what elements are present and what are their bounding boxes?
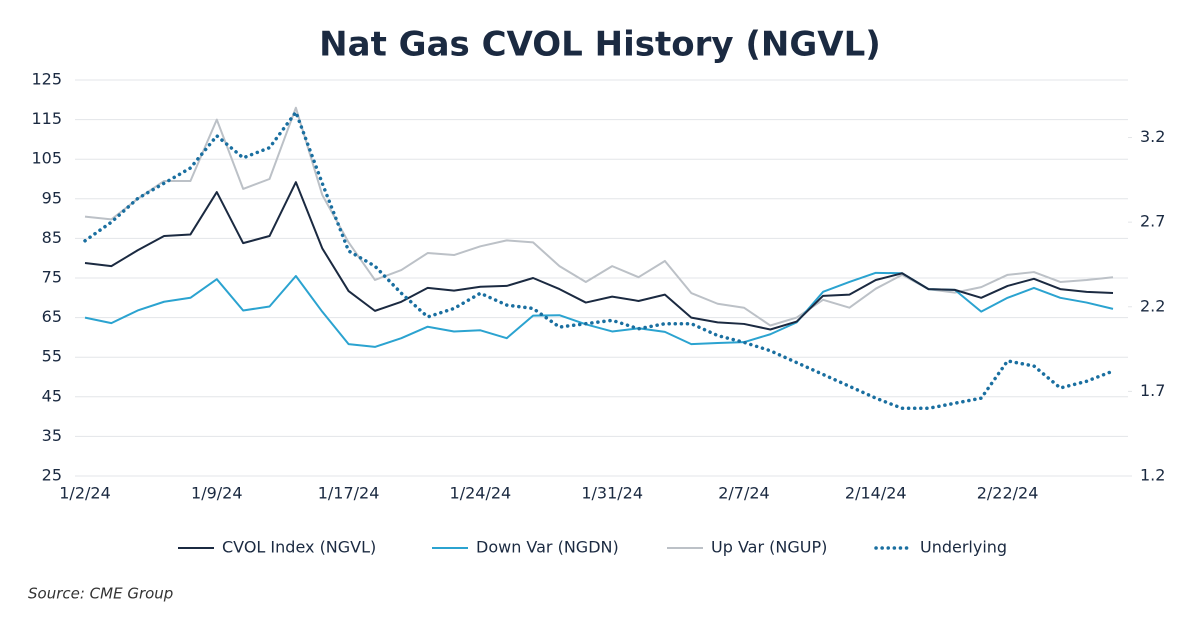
y-tick-label: 35 xyxy=(42,426,62,445)
legend-label: Underlying xyxy=(920,538,1007,557)
y-tick-label: 55 xyxy=(42,347,62,366)
x-tick-label: 1/17/24 xyxy=(318,484,380,503)
y-tick-label: 125 xyxy=(31,70,62,89)
x-tick-label: 1/31/24 xyxy=(581,484,643,503)
x-tick-label: 1/2/24 xyxy=(59,484,111,503)
x-tick-label: 2/22/24 xyxy=(977,484,1039,503)
y-tick-label: 115 xyxy=(31,109,62,128)
y2-tick-label: 1.7 xyxy=(1140,381,1165,400)
y-tick-label: 45 xyxy=(42,386,62,405)
y2-tick-label: 2.2 xyxy=(1140,296,1165,315)
legend-label: Up Var (NGUP) xyxy=(711,538,827,557)
x-tick-label: 2/7/24 xyxy=(718,484,770,503)
legend-label: Down Var (NGDN) xyxy=(476,538,619,557)
y-tick-label: 75 xyxy=(42,268,62,287)
y-tick-label: 85 xyxy=(42,228,62,247)
y2-tick-label: 2.7 xyxy=(1140,212,1165,231)
chart-title: Nat Gas CVOL History (NGVL) xyxy=(319,25,881,65)
x-tick-label: 1/24/24 xyxy=(450,484,512,503)
y-tick-label: 25 xyxy=(42,466,62,485)
y2-tick-label: 1.2 xyxy=(1140,466,1165,485)
y-tick-label: 95 xyxy=(42,188,62,207)
y-tick-label: 65 xyxy=(42,307,62,326)
legend-label: CVOL Index (NGVL) xyxy=(222,538,376,557)
series-line xyxy=(84,181,1114,331)
y-tick-label: 105 xyxy=(31,149,62,168)
source-note: Source: CME Group xyxy=(28,585,173,603)
series-line xyxy=(83,110,1115,411)
series-line xyxy=(84,271,1114,348)
x-tick-label: 2/14/24 xyxy=(845,484,907,503)
series-line xyxy=(84,106,1114,327)
x-tick-label: 1/9/24 xyxy=(191,484,243,503)
y2-tick-label: 3.2 xyxy=(1140,127,1165,146)
